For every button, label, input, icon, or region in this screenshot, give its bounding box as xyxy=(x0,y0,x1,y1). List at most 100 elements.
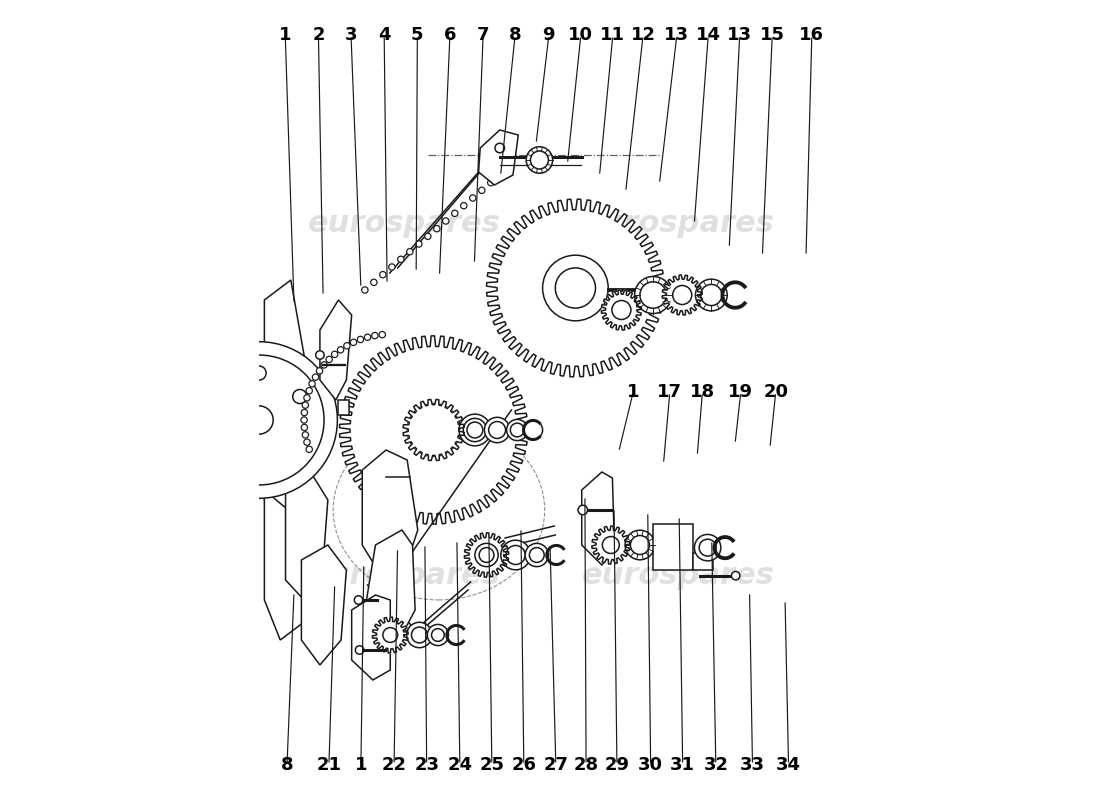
Polygon shape xyxy=(301,545,346,665)
Text: 5: 5 xyxy=(411,26,424,44)
Text: 9: 9 xyxy=(542,26,556,44)
Text: 21: 21 xyxy=(317,756,341,774)
Polygon shape xyxy=(339,400,349,415)
Ellipse shape xyxy=(625,530,654,560)
Ellipse shape xyxy=(316,350,324,359)
Polygon shape xyxy=(478,130,518,185)
Polygon shape xyxy=(372,617,408,653)
Text: 26: 26 xyxy=(512,756,537,774)
Text: 14: 14 xyxy=(696,26,720,44)
Ellipse shape xyxy=(427,625,449,646)
Polygon shape xyxy=(602,290,641,330)
Ellipse shape xyxy=(304,439,310,446)
Polygon shape xyxy=(286,470,328,600)
Ellipse shape xyxy=(732,571,740,580)
Ellipse shape xyxy=(694,534,720,561)
Ellipse shape xyxy=(355,646,364,654)
Ellipse shape xyxy=(510,423,524,437)
Ellipse shape xyxy=(630,535,649,554)
Ellipse shape xyxy=(407,249,412,255)
Ellipse shape xyxy=(525,543,549,566)
Ellipse shape xyxy=(338,346,344,353)
Ellipse shape xyxy=(431,629,444,642)
Text: 1: 1 xyxy=(279,26,292,44)
Polygon shape xyxy=(464,533,508,578)
Ellipse shape xyxy=(383,627,398,642)
Text: 28: 28 xyxy=(573,756,598,774)
Polygon shape xyxy=(320,300,352,400)
Text: 16: 16 xyxy=(800,26,824,44)
Text: 29: 29 xyxy=(604,756,629,774)
Ellipse shape xyxy=(461,202,468,209)
Ellipse shape xyxy=(487,179,494,186)
Ellipse shape xyxy=(475,543,498,566)
Ellipse shape xyxy=(407,622,432,648)
Text: 23: 23 xyxy=(415,756,439,774)
Ellipse shape xyxy=(480,547,494,562)
Polygon shape xyxy=(264,280,312,520)
Text: 1: 1 xyxy=(627,383,639,401)
Ellipse shape xyxy=(301,417,307,423)
Ellipse shape xyxy=(495,143,505,153)
Ellipse shape xyxy=(695,279,727,311)
Ellipse shape xyxy=(371,279,377,286)
Ellipse shape xyxy=(411,627,427,643)
Polygon shape xyxy=(340,336,528,524)
Ellipse shape xyxy=(612,301,631,319)
Ellipse shape xyxy=(433,226,440,232)
Polygon shape xyxy=(486,199,664,377)
Text: 18: 18 xyxy=(690,383,715,401)
Ellipse shape xyxy=(701,285,722,306)
Ellipse shape xyxy=(416,241,422,247)
Ellipse shape xyxy=(309,381,316,387)
Ellipse shape xyxy=(407,403,460,457)
Ellipse shape xyxy=(379,331,385,338)
Polygon shape xyxy=(365,530,415,640)
Text: 1: 1 xyxy=(354,756,367,774)
Text: 30: 30 xyxy=(638,756,663,774)
Ellipse shape xyxy=(358,336,364,342)
Ellipse shape xyxy=(331,351,338,358)
Ellipse shape xyxy=(180,342,338,498)
Ellipse shape xyxy=(603,537,619,554)
Text: eurospares: eurospares xyxy=(582,210,774,238)
Ellipse shape xyxy=(484,418,509,442)
Ellipse shape xyxy=(578,506,587,514)
Ellipse shape xyxy=(211,390,226,403)
Ellipse shape xyxy=(293,390,307,403)
Ellipse shape xyxy=(194,355,324,485)
Text: 4: 4 xyxy=(378,26,390,44)
Text: 6: 6 xyxy=(443,26,456,44)
Ellipse shape xyxy=(442,218,449,224)
Ellipse shape xyxy=(700,539,716,556)
Ellipse shape xyxy=(301,424,308,430)
Ellipse shape xyxy=(542,255,608,321)
Ellipse shape xyxy=(326,356,332,362)
Text: eurospares: eurospares xyxy=(308,210,501,238)
Polygon shape xyxy=(653,524,693,570)
Text: 13: 13 xyxy=(664,26,690,44)
Text: 27: 27 xyxy=(543,756,569,774)
Ellipse shape xyxy=(459,414,491,446)
Text: 3: 3 xyxy=(344,26,358,44)
Text: 24: 24 xyxy=(448,756,472,774)
Ellipse shape xyxy=(452,210,458,217)
Text: 2: 2 xyxy=(312,26,324,44)
Ellipse shape xyxy=(343,342,350,349)
Text: eurospares: eurospares xyxy=(308,562,501,590)
Ellipse shape xyxy=(388,264,395,270)
Ellipse shape xyxy=(673,286,692,305)
Ellipse shape xyxy=(312,374,319,380)
Ellipse shape xyxy=(372,333,378,338)
Ellipse shape xyxy=(635,277,672,314)
Ellipse shape xyxy=(419,415,449,445)
Text: eurospares: eurospares xyxy=(582,562,774,590)
Ellipse shape xyxy=(529,547,544,562)
Text: 19: 19 xyxy=(728,383,754,401)
Polygon shape xyxy=(592,526,630,564)
Ellipse shape xyxy=(321,362,328,368)
Polygon shape xyxy=(693,553,713,570)
Ellipse shape xyxy=(245,406,273,434)
Ellipse shape xyxy=(306,387,312,394)
Polygon shape xyxy=(362,450,418,575)
